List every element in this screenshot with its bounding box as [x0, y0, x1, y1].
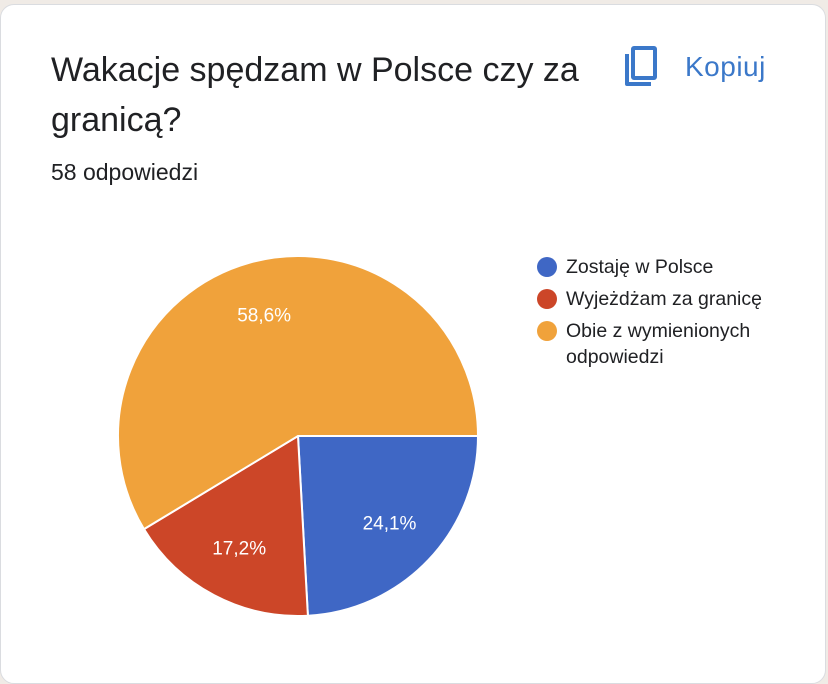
- pie-chart: 24,1% 17,2% 58,6%: [117, 255, 480, 617]
- question-title: Wakacje spędzam w Polsce czy za granicą?: [51, 51, 579, 139]
- slice-label-1: 24,1%: [363, 514, 417, 535]
- legend-item-3[interactable]: Obie z wymienionych odpowiedzi: [537, 318, 797, 370]
- legend-label: Zostaję w Polsce: [566, 256, 714, 278]
- legend-swatch: [537, 257, 557, 277]
- pie-slice-3[interactable]: [117, 255, 480, 531]
- legend-item-2[interactable]: Wyjeżdżam za granicę: [537, 286, 797, 312]
- legend-swatch: [537, 321, 557, 341]
- legend-item-1[interactable]: Zostaję w Polsce: [537, 254, 797, 280]
- copy-label: Kopiuj: [685, 51, 766, 82]
- legend-label: Wyjeżdżam za granicę: [566, 288, 762, 310]
- chart-legend: Zostaję w Polsce Wyjeżdżam za granicę Obie…: [537, 254, 797, 376]
- response-count: 58 odpowiedzi: [51, 159, 199, 185]
- legend-label: Obie z wymienionych odpowiedzi: [566, 320, 751, 368]
- copy-icon: [623, 46, 659, 88]
- slice-label-3: 58,6%: [237, 306, 291, 327]
- legend-swatch: [537, 289, 557, 309]
- pie-slice-2[interactable]: [142, 434, 309, 617]
- pie-slice-1[interactable]: [296, 435, 480, 617]
- slice-label-2: 17,2%: [212, 538, 266, 559]
- copy-button[interactable]: Kopiuj: [623, 43, 766, 91]
